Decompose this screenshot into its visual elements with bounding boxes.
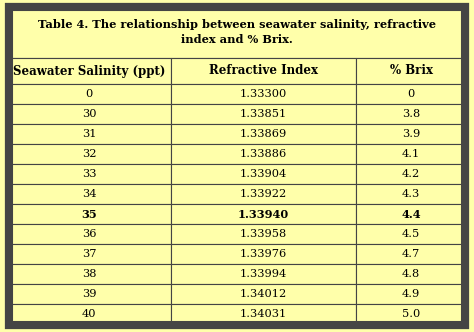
Text: Seawater Salinity (ppt): Seawater Salinity (ppt): [13, 64, 165, 77]
Text: 4.9: 4.9: [402, 289, 420, 299]
Text: 1.33976: 1.33976: [240, 249, 287, 259]
Bar: [8, 184, 171, 204]
Text: 33: 33: [82, 169, 97, 179]
Text: 1.33994: 1.33994: [240, 269, 287, 279]
Text: 1.34031: 1.34031: [240, 309, 287, 319]
Bar: [8, 84, 171, 104]
Text: 39: 39: [82, 289, 97, 299]
Bar: [356, 144, 466, 164]
Bar: [356, 104, 466, 124]
Text: 4.2: 4.2: [402, 169, 420, 179]
Bar: [356, 204, 466, 224]
Bar: [8, 164, 171, 184]
Text: 36: 36: [82, 229, 97, 239]
Text: 4.7: 4.7: [402, 249, 420, 259]
Bar: [8, 304, 171, 324]
Text: 5.0: 5.0: [402, 309, 420, 319]
Text: 38: 38: [82, 269, 97, 279]
Bar: [8, 284, 171, 304]
Text: 37: 37: [82, 249, 97, 259]
Text: Table 4. The relationship between seawater salinity, refractive
index and % Brix: Table 4. The relationship between seawat…: [38, 19, 436, 45]
Bar: [356, 124, 466, 144]
Text: 40: 40: [82, 309, 97, 319]
Text: 1.33904: 1.33904: [240, 169, 287, 179]
Bar: [356, 304, 466, 324]
Bar: [8, 244, 171, 264]
Text: 1.33922: 1.33922: [240, 189, 287, 199]
Text: 3.9: 3.9: [402, 129, 420, 139]
Bar: [171, 204, 356, 224]
Text: 4.5: 4.5: [402, 229, 420, 239]
Text: 35: 35: [82, 208, 97, 219]
Bar: [171, 84, 356, 104]
Text: 1.33869: 1.33869: [240, 129, 287, 139]
Bar: [8, 204, 171, 224]
Text: 1.33940: 1.33940: [237, 208, 289, 219]
Bar: [8, 124, 171, 144]
Text: 1.33958: 1.33958: [240, 229, 287, 239]
Bar: [171, 164, 356, 184]
Bar: [8, 224, 171, 244]
Bar: [356, 264, 466, 284]
Text: 4.1: 4.1: [402, 149, 420, 159]
Bar: [8, 58, 171, 84]
Text: 30: 30: [82, 109, 97, 119]
Text: Refractive Index: Refractive Index: [209, 64, 318, 77]
Text: 0: 0: [86, 89, 93, 99]
Text: 1.33886: 1.33886: [240, 149, 287, 159]
Bar: [171, 304, 356, 324]
Bar: [8, 6, 466, 58]
Text: 31: 31: [82, 129, 97, 139]
Text: 1.33300: 1.33300: [240, 89, 287, 99]
Bar: [171, 144, 356, 164]
Text: 1.34012: 1.34012: [240, 289, 287, 299]
Bar: [171, 264, 356, 284]
Bar: [171, 58, 356, 84]
Text: 3.8: 3.8: [402, 109, 420, 119]
Text: 4.8: 4.8: [402, 269, 420, 279]
Bar: [8, 264, 171, 284]
Bar: [171, 184, 356, 204]
Bar: [171, 224, 356, 244]
Text: 4.3: 4.3: [402, 189, 420, 199]
Bar: [8, 104, 171, 124]
Bar: [356, 164, 466, 184]
Bar: [356, 184, 466, 204]
Text: 32: 32: [82, 149, 97, 159]
Bar: [171, 104, 356, 124]
Text: 1.33851: 1.33851: [240, 109, 287, 119]
Bar: [356, 84, 466, 104]
Bar: [356, 244, 466, 264]
Bar: [356, 224, 466, 244]
Bar: [356, 284, 466, 304]
Text: % Brix: % Brix: [390, 64, 433, 77]
Bar: [171, 284, 356, 304]
Text: 0: 0: [408, 89, 415, 99]
Text: 34: 34: [82, 189, 97, 199]
Bar: [356, 58, 466, 84]
Bar: [171, 124, 356, 144]
Bar: [8, 144, 171, 164]
Bar: [171, 244, 356, 264]
Text: 4.4: 4.4: [401, 208, 421, 219]
